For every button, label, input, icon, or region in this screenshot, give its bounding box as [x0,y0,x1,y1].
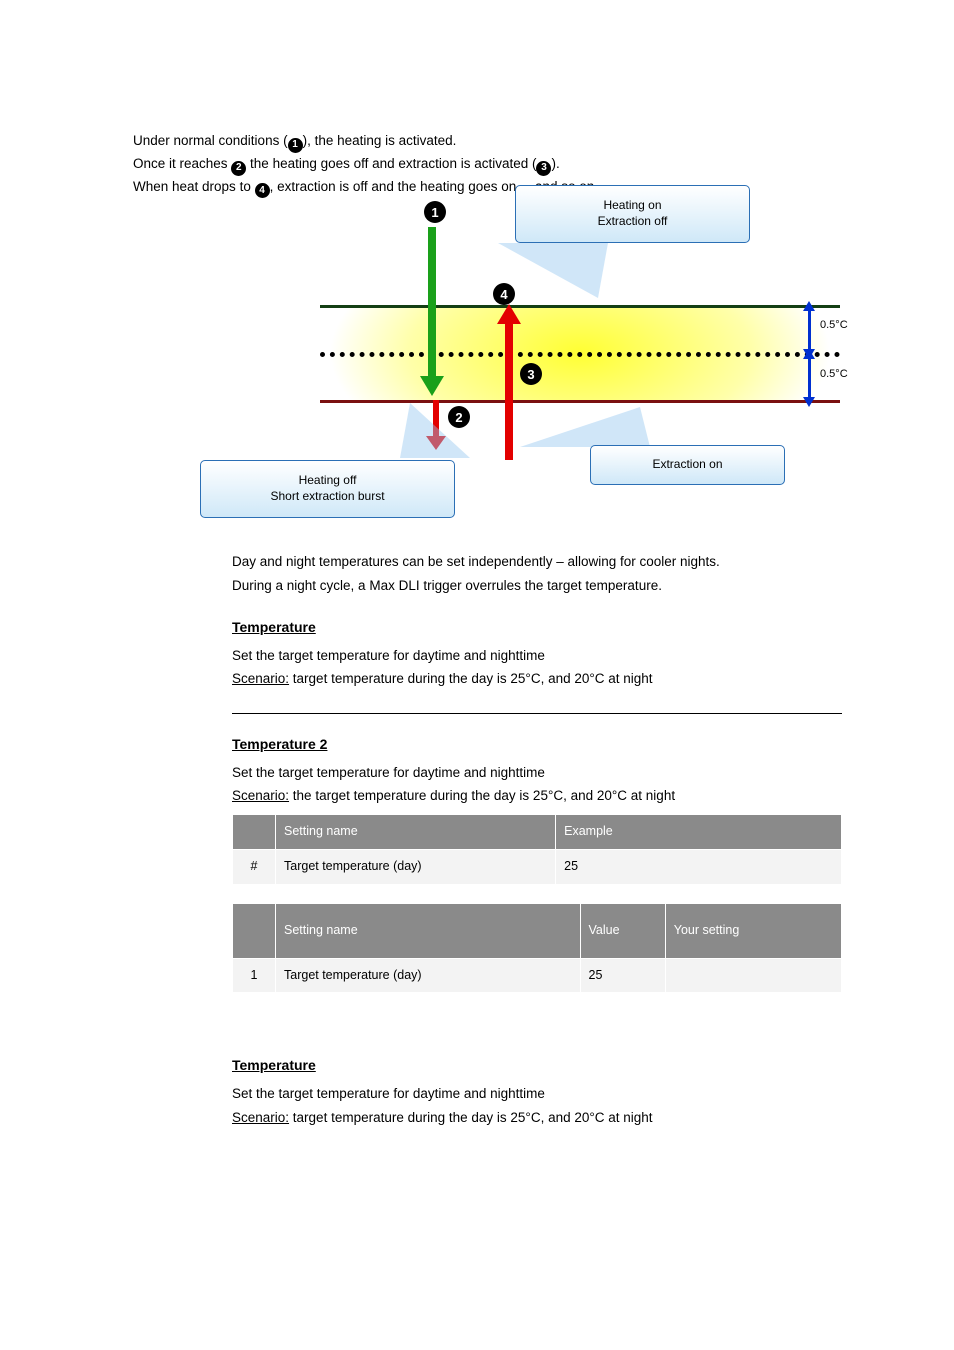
scenario-line: Scenario: the target temperature during … [232,784,842,808]
circled-1-icon: 1 [288,138,303,153]
heading-temperature-b: Temperature 2 [232,732,842,757]
table-row: # Target temperature (day) 25 [233,849,842,884]
text: target temperature during the day is 25°… [289,671,653,686]
heading-temperature-c: Temperature [232,1053,842,1078]
td-index: # [233,849,276,884]
circled-2-icon: 2 [231,161,246,176]
measure-label-lower: 0.5°C [820,368,848,380]
intro-line-1: Under normal conditions (1), the heating… [133,130,833,153]
text: When heat drops to [133,179,255,194]
body-content: Day and night temperatures can be set in… [232,550,842,1129]
th-blank [233,814,276,849]
paragraph: Day and night temperatures can be set in… [232,550,842,574]
text: ), the heating is activated. [303,133,457,148]
text: Once it reaches [133,156,231,171]
th-setting-name: Setting name [276,814,556,849]
td-setting-name: Target temperature (day) [276,958,581,993]
page: Under normal conditions (1), the heating… [0,0,954,1350]
table-header-row: Setting name Example [233,814,842,849]
text: Under normal conditions ( [133,133,288,148]
th-example: Example [556,814,842,849]
upper-threshold-line [320,305,840,308]
th-setting-name: Setting name [276,903,581,958]
callout-pointer-right [520,407,650,447]
td-example: 25 [556,849,842,884]
marker-3-icon: 3 [520,363,542,385]
text: Set the target temperature for daytime a… [232,644,842,668]
measure-arrow-lower [808,357,811,399]
lower-threshold-line [320,400,840,403]
text: the target temperature during the day is… [289,788,675,803]
td-index: 1 [233,958,276,993]
scenario-label: Scenario: [232,671,289,686]
callout-pointer-top [498,243,608,298]
callout-pointer-left [400,403,470,458]
text: the heating goes off and extraction is a… [246,156,536,171]
circled-4-icon: 4 [255,183,270,198]
scenario-line: Scenario: target temperature during the … [232,667,842,691]
settings-table-2: Setting name Value Your setting 1 Target… [232,903,842,994]
table-row: 1 Target temperature (day) 25 [233,958,842,993]
measure-label-upper: 0.5°C [820,319,848,331]
th-your-setting: Your setting [665,903,841,958]
td-value: 25 [580,958,665,993]
arrow-extract-up [505,320,513,460]
arrow-heat-down [428,227,436,382]
divider [232,713,842,714]
marker-1-icon: 1 [424,201,446,223]
th-blank [233,903,276,958]
text: target temperature during the day is 25°… [289,1110,653,1125]
target-line [320,352,840,357]
callout-right: Extraction on [590,445,785,485]
callout-top: Heating on Extraction off [515,185,750,243]
td-setting-name: Target temperature (day) [276,849,556,884]
scenario-label: Scenario: [232,1110,289,1125]
td-your-setting [665,958,841,993]
measure-arrow-upper [808,309,811,351]
scenario-label: Scenario: [232,788,289,803]
text: Set the target temperature for daytime a… [232,1082,842,1106]
callout-left: Heating off Short extraction burst [200,460,455,518]
scenario-line: Scenario: target temperature during the … [232,1106,842,1130]
temperature-diagram: 0.5°C 0.5°C 1 2 3 4 Heating on Extractio… [320,185,860,485]
paragraph: During a night cycle, a Max DLI trigger … [232,574,842,598]
table-header-row: Setting name Value Your setting [233,903,842,958]
text: Set the target temperature for daytime a… [232,761,842,785]
circled-3-icon: 3 [536,161,551,176]
intro-line-2: Once it reaches 2 the heating goes off a… [133,153,833,176]
text: ). [551,156,559,171]
settings-table-1: Setting name Example # Target temperatur… [232,814,842,885]
heading-temperature-a: Temperature [232,615,842,640]
th-value: Value [580,903,665,958]
